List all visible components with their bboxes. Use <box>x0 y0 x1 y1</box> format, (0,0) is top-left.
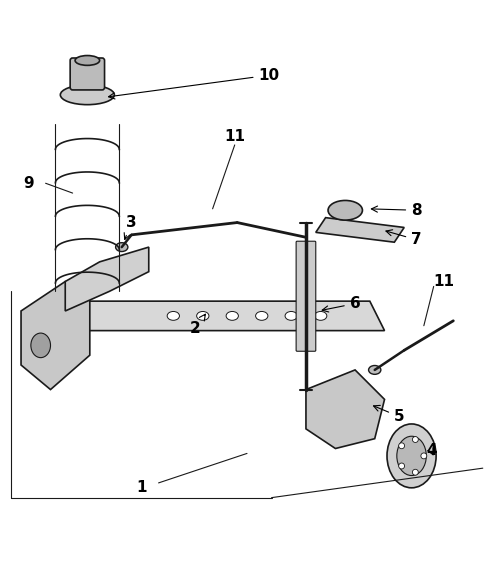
Ellipse shape <box>285 311 297 320</box>
Polygon shape <box>65 247 149 311</box>
Circle shape <box>412 436 418 443</box>
Text: 6: 6 <box>322 296 361 312</box>
Circle shape <box>399 443 405 449</box>
Ellipse shape <box>167 311 179 320</box>
Circle shape <box>421 453 427 459</box>
Ellipse shape <box>197 311 209 320</box>
Ellipse shape <box>387 424 436 488</box>
Ellipse shape <box>116 243 128 252</box>
Ellipse shape <box>328 200 363 220</box>
Circle shape <box>399 463 405 469</box>
Text: 3: 3 <box>124 215 137 239</box>
Polygon shape <box>65 301 384 330</box>
Text: 7: 7 <box>386 230 422 247</box>
Ellipse shape <box>60 85 115 105</box>
Ellipse shape <box>255 311 268 320</box>
Ellipse shape <box>75 56 100 65</box>
Text: 5: 5 <box>373 405 405 424</box>
Text: 1: 1 <box>136 480 147 495</box>
Circle shape <box>412 470 418 475</box>
Ellipse shape <box>369 365 381 374</box>
Text: 4: 4 <box>426 444 437 458</box>
Ellipse shape <box>31 333 50 358</box>
FancyBboxPatch shape <box>296 241 316 351</box>
Text: 11: 11 <box>433 274 454 289</box>
Text: 8: 8 <box>371 203 422 218</box>
Text: 2: 2 <box>190 314 206 336</box>
Ellipse shape <box>397 436 426 476</box>
Polygon shape <box>316 218 404 242</box>
Polygon shape <box>21 282 90 390</box>
Polygon shape <box>306 370 384 449</box>
Ellipse shape <box>315 311 327 320</box>
Text: 9: 9 <box>23 176 34 191</box>
Text: 11: 11 <box>224 129 245 144</box>
Ellipse shape <box>226 311 239 320</box>
Text: 10: 10 <box>109 68 280 99</box>
FancyBboxPatch shape <box>70 58 105 90</box>
